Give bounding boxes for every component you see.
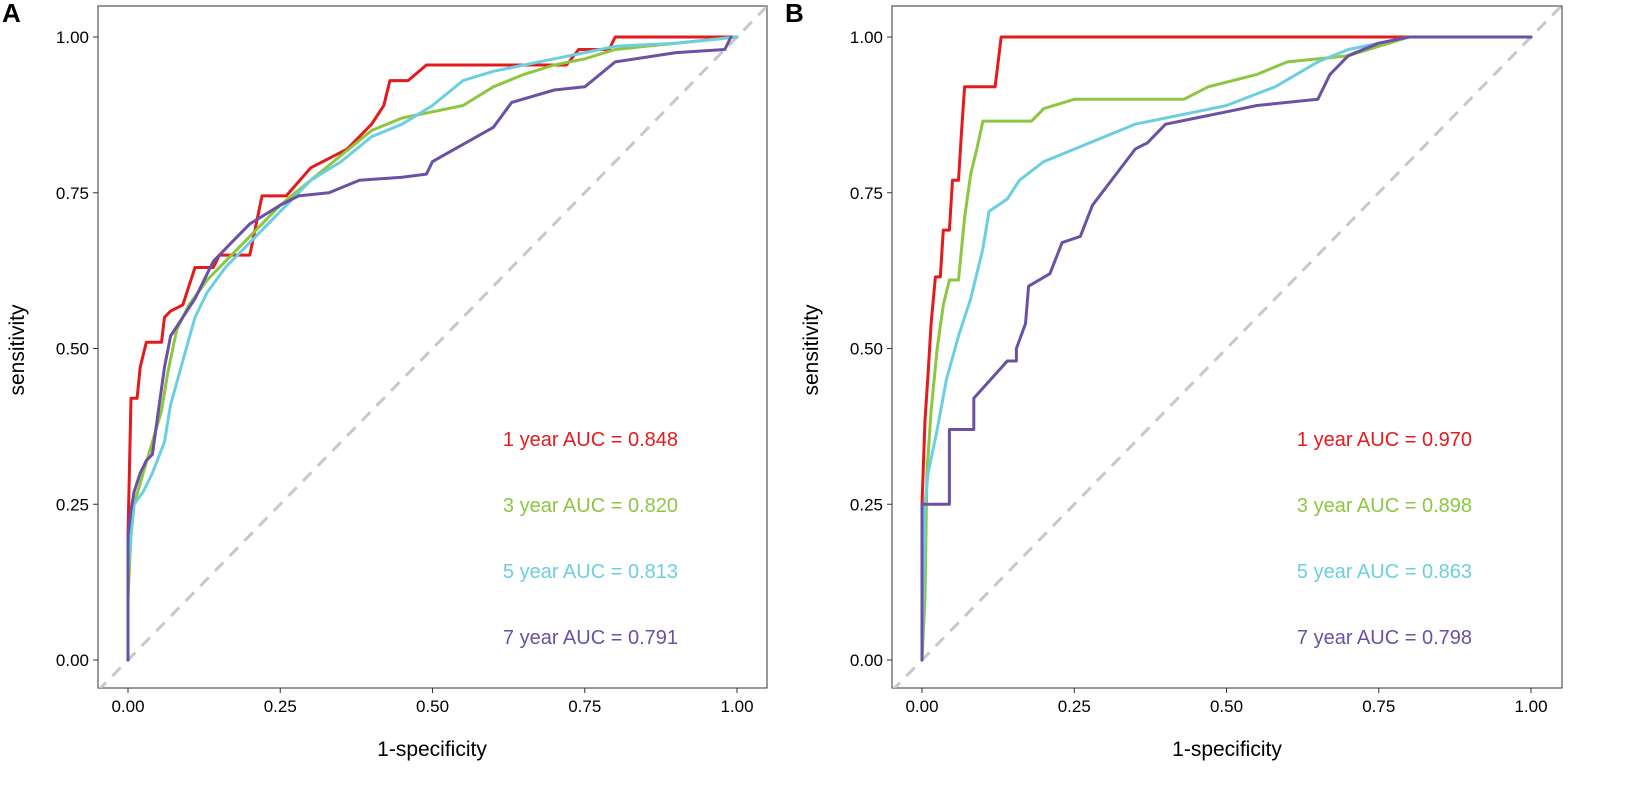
reference-diagonal-line [98,6,767,688]
x-axis-title: 1-specificity [377,738,487,761]
roc-curve-3-year [920,35,1533,662]
roc-curve-7-year [126,35,733,662]
panel-a: A 0.00 0.25 0.50 0.75 1.00 0.00 0.25 0.50 0.75 1.0… [2,0,768,761]
roc-curve-1-year [126,35,739,662]
y-tick-label: 0.00 [56,651,89,670]
panel-b: B 0.00 0.25 0.50 0.75 1.00 0.00 0.25 0.50 0.75 1.0… [785,0,1563,761]
auc-label-7-year: 7 year AUC = 0.798 [1297,627,1472,649]
x-axis-title: 1-specificity [1172,738,1282,761]
roc-curve-1-year [920,35,1533,662]
auc-label-3-year: 3 year AUC = 0.898 [1297,495,1472,517]
plot-frame [97,5,768,689]
panel-label: A [2,0,21,28]
x-tick-label: 0.75 [1362,697,1395,716]
roc-curve-7-year [920,35,1533,662]
y-tick-label: 1.00 [850,28,883,47]
x-tick-label: 0.00 [905,697,938,716]
x-tick-label: 1.00 [720,697,753,716]
reference-diagonal-line [892,6,1562,688]
roc-curve-5-year [920,35,1533,662]
y-axis-title: sensitivity [6,304,29,396]
auc-label-7-year: 7 year AUC = 0.791 [503,627,678,649]
y-tick-label: 0.75 [850,184,883,203]
y-axis-title: sensitivity [800,304,823,396]
auc-label-1-year: 1 year AUC = 0.970 [1297,429,1472,451]
x-tick-label: 0.25 [264,697,297,716]
x-tick-label: 0.75 [568,697,601,716]
y-tick-label: 0.50 [850,340,883,359]
roc-curve-5-year [126,35,739,575]
x-tick-label: 0.50 [1210,697,1243,716]
y-tick-label: 0.25 [56,495,89,514]
y-tick-label: 0.00 [850,651,883,670]
x-tick-label: 1.00 [1514,697,1547,716]
y-tick-label: 1.00 [56,28,89,47]
plot-frame [891,5,1563,689]
auc-label-1-year: 1 year AUC = 0.848 [503,429,678,451]
x-tick-label: 0.00 [111,697,144,716]
x-tick-label: 0.50 [416,697,449,716]
x-tick-label: 0.25 [1058,697,1091,716]
auc-label-5-year: 5 year AUC = 0.813 [503,561,678,583]
y-tick-label: 0.75 [56,184,89,203]
y-tick-label: 0.50 [56,340,89,359]
auc-label-3-year: 3 year AUC = 0.820 [503,495,678,517]
panel-label: B [785,0,804,28]
y-tick-label: 0.25 [850,495,883,514]
auc-label-5-year: 5 year AUC = 0.863 [1297,561,1472,583]
